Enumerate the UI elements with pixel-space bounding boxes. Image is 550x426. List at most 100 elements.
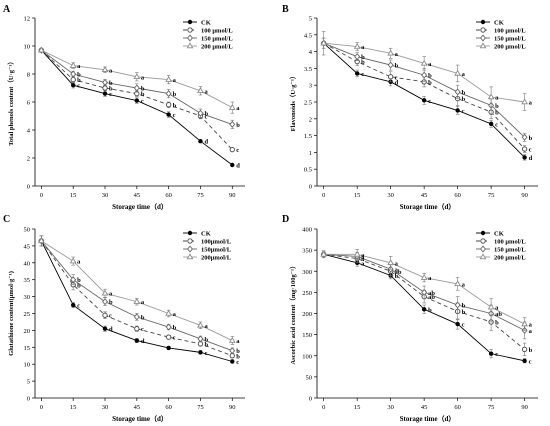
significance-label: c [173,335,176,342]
x-tick-label: 45 [421,192,428,199]
y-tick-label: 1.5 [304,133,312,140]
significance-label: a [395,267,399,274]
significance-label: b [109,86,113,93]
x-tick-label: 0 [322,404,325,411]
y-tick-label: 10 [24,44,31,51]
legend-label: 100 μmol/L [201,28,233,35]
x-axis-title: Storage time（d） [400,203,456,211]
significance-label: a [395,51,399,58]
x-tick-label: 75 [488,192,495,199]
data-point-5 [488,121,494,127]
significance-label: b [529,347,533,354]
significance-label: a [236,338,240,345]
significance-label: b [428,73,432,80]
y-tick-label: 0.5 [304,167,312,174]
data-point-1 [70,76,76,83]
x-tick-label: 30 [102,404,109,411]
legend-label: 150 μmol/L [494,247,526,254]
data-point-2 [388,74,394,80]
data-point-6 [521,146,528,152]
significance-label: c [462,322,465,329]
x-tick-label: 15 [354,404,361,411]
significance-label: d [109,326,113,333]
significance-label: b [462,89,466,96]
y-tick-label: 10 [24,362,31,369]
significance-label: ab [428,294,435,301]
legend-label: 150 μmol/L [201,36,233,43]
y-tick-label: 35 [24,277,31,284]
y-tick-label: 50 [306,374,313,381]
legend-label: 150μmol/L [201,247,232,254]
series-3: a a a a a a [320,31,533,111]
significance-label: a [428,275,432,282]
axes: 0 5 10 15 20 25 30 35 40 45 50 0 15 30 45 60 75 90 [24,227,245,411]
y-tick-label: 150 [302,332,312,339]
y-tick-label: 4 [309,49,313,56]
data-point-legend [186,42,194,49]
data-point-1 [70,302,76,308]
axes: 0 0.5 1 1.5 2 2.5 3 3.5 4 4.5 5 0 15 30 45 60 75 90 [304,16,538,199]
legend-label: 100 μmol/L [494,239,526,246]
significance-label: c [109,91,112,98]
significance-label: a [361,252,365,259]
legend-label: 100μmol/L [201,239,232,246]
y-tick-label: 20 [24,328,31,335]
data-point-1 [353,42,361,49]
data-point-legend [480,27,486,33]
data-point-2 [387,49,395,56]
significance-label: a [236,105,240,112]
significance-label: b [395,273,399,280]
y-tick-label: 2.5 [304,100,312,107]
significance-label: b [141,86,145,93]
x-tick-label: 75 [197,192,204,199]
data-point-1 [354,53,361,61]
data-point-4 [455,321,460,327]
significance-label: a [204,88,208,95]
data-point-3 [421,71,428,79]
legend-label: 200 μmol/L [201,44,233,51]
axes: 0 2 4 6 8 10 12 0 15 30 45 60 75 90 [24,16,245,199]
legend-label: CK [494,231,504,238]
y-tick-label: 40 [24,260,31,267]
significance-label: b [529,135,533,142]
significance-label: c [529,358,532,365]
x-tick-label: 90 [521,404,528,411]
data-point-2 [387,259,395,266]
x-tick-label: 60 [454,404,461,411]
x-tick-label: 0 [322,192,325,199]
significance-label: b [361,59,365,66]
x-tick-label: 30 [387,192,394,199]
legend-label: CK [201,20,211,27]
y-tick-label: 4 [27,128,31,135]
significance-label: a [361,260,365,267]
significance-label: ab [495,311,502,318]
significance-label: a [428,61,432,68]
panel-letter: D [282,214,289,225]
y-axis-title: Ascorbic acid content（mg·100g⁻¹） [289,262,297,364]
significance-label: a [529,100,533,107]
data-point-5 [197,321,204,328]
significance-label: b [236,348,240,355]
data-point-6 [521,320,528,327]
data-point-5 [198,350,203,355]
significance-label: a [495,94,499,101]
significance-label: c [141,98,144,105]
data-point-0 [37,46,45,53]
y-tick-label: 15 [24,345,31,352]
significance-label: b [462,303,466,310]
y-tick-label: 2 [309,116,312,123]
y-tick-label: 4.5 [304,32,312,39]
significance-label: b [495,103,499,110]
data-point-2 [101,66,109,73]
significance-label: b [173,91,177,98]
panel-letter: B [282,4,289,15]
significance-label: a [173,77,177,84]
series-3: a a a a a a [37,235,240,345]
data-point-4 [454,280,462,287]
